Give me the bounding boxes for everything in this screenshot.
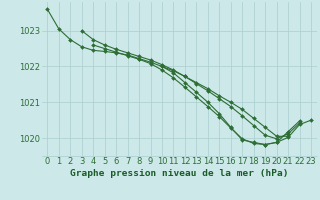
X-axis label: Graphe pression niveau de la mer (hPa): Graphe pression niveau de la mer (hPa) — [70, 169, 288, 178]
